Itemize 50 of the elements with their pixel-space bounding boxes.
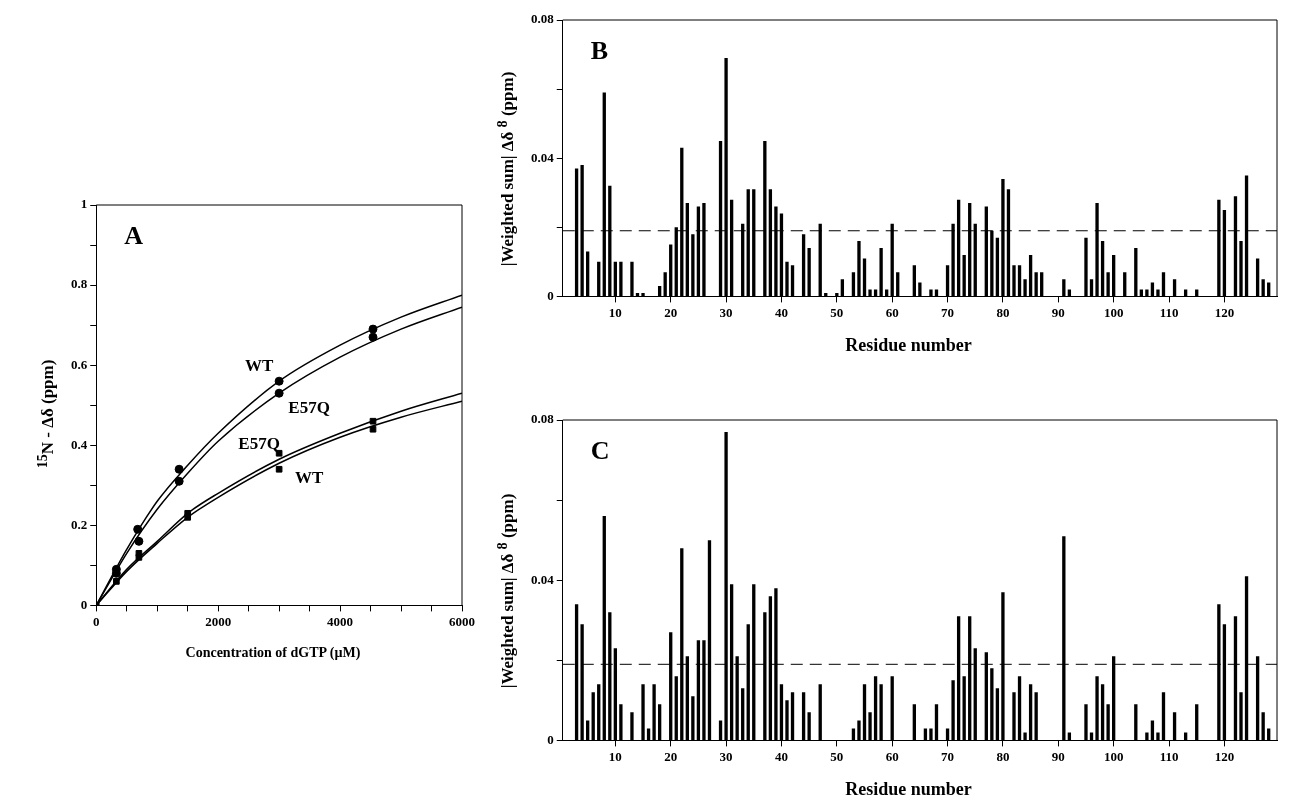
y-tick-label: 0.08 xyxy=(531,11,555,27)
y-tick-label: 0 xyxy=(80,596,88,612)
x-tick-label: 80 xyxy=(996,304,1010,320)
y-tick-label: 0.04 xyxy=(531,149,555,165)
x-tick-label: 90 xyxy=(1051,304,1065,320)
x-axis-title: Residue number xyxy=(844,335,973,356)
y-tick-label: 0.04 xyxy=(531,571,555,587)
x-tick-label: 6000 xyxy=(449,613,475,629)
x-tick-label: 2000 xyxy=(205,613,232,629)
x-axis-title: Residue number xyxy=(844,779,973,800)
series-label: E57Q xyxy=(288,397,330,417)
y-tick-label: 0 xyxy=(547,731,554,747)
x-tick-label: 120 xyxy=(1214,748,1235,764)
series-label: WT xyxy=(294,467,324,487)
x-tick-label: 0 xyxy=(93,613,100,629)
x-tick-label: 100 xyxy=(1103,748,1124,764)
y-tick-label: 0 xyxy=(547,287,554,303)
y-tick-label: 0.6 xyxy=(71,356,88,372)
x-tick-label: 30 xyxy=(719,748,733,764)
series-label: E57Q xyxy=(238,433,280,453)
x-tick-label: 110 xyxy=(1159,304,1179,320)
x-tick-label: 60 xyxy=(885,748,899,764)
x-tick-label: 80 xyxy=(996,748,1010,764)
series-label: WT xyxy=(244,355,274,375)
annotation: A xyxy=(124,220,144,250)
x-tick-label: 4000 xyxy=(327,613,354,629)
x-axis-title: Concentration of dGTP (µM) xyxy=(184,645,362,661)
x-tick-label: 90 xyxy=(1051,748,1065,764)
x-tick-label: 10 xyxy=(608,748,622,764)
y-tick-label: 0.08 xyxy=(531,411,555,427)
x-tick-label: 40 xyxy=(774,304,788,320)
x-tick-label: 110 xyxy=(1159,748,1179,764)
x-tick-label: 70 xyxy=(941,748,955,764)
x-tick-label: 30 xyxy=(719,304,733,320)
x-tick-label: 20 xyxy=(664,304,678,320)
annotation: B xyxy=(590,35,609,65)
y-tick-label: 0.2 xyxy=(71,516,88,532)
x-tick-label: 60 xyxy=(885,304,899,320)
y-tick-label: 0.8 xyxy=(71,276,88,292)
x-tick-label: 50 xyxy=(830,304,844,320)
x-tick-label: 70 xyxy=(941,304,955,320)
x-tick-label: 10 xyxy=(608,304,622,320)
y-tick-label: 1 xyxy=(80,196,88,212)
x-tick-label: 120 xyxy=(1214,304,1235,320)
annotation: C xyxy=(590,435,610,465)
y-tick-label: 0.4 xyxy=(71,436,88,452)
x-tick-label: 50 xyxy=(830,748,844,764)
x-tick-label: 40 xyxy=(774,748,788,764)
x-tick-label: 100 xyxy=(1103,304,1124,320)
x-tick-label: 20 xyxy=(664,748,678,764)
